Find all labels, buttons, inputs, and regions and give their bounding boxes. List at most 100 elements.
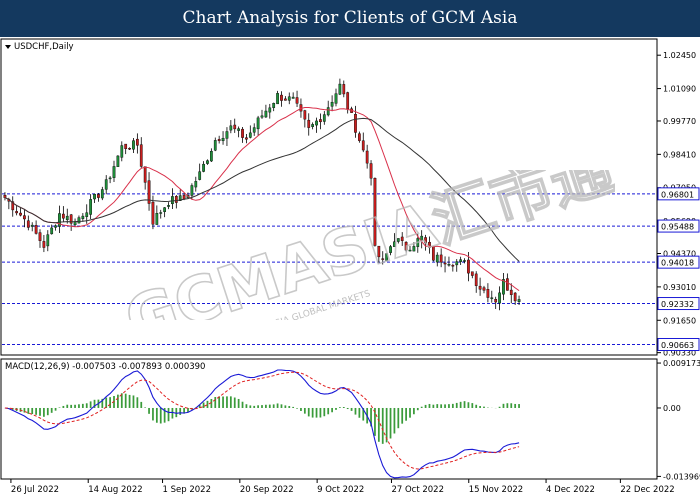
candle-bull	[50, 227, 54, 235]
candle-bull	[190, 185, 194, 196]
price-tick-label: 0.98410	[663, 150, 696, 159]
price-tick-label: 0.90330	[663, 349, 696, 358]
candle-bear	[404, 241, 408, 251]
candle-bull	[171, 196, 174, 205]
level-price-box	[657, 219, 700, 233]
candle-bear	[470, 271, 474, 276]
candle-bull	[58, 213, 61, 227]
candle-bull	[112, 166, 116, 178]
candle-bear	[280, 94, 283, 101]
x-tick-label: 14 Aug 2022	[88, 485, 142, 495]
candle-bear	[11, 201, 15, 211]
candle-bear	[486, 289, 490, 298]
level-price-label: 0.94018	[661, 259, 694, 268]
x-tick-label: 27 Oct 2022	[391, 485, 444, 495]
candle-bull	[132, 140, 135, 150]
level-price-box	[657, 297, 700, 311]
candle-bull	[326, 107, 330, 116]
candle-bear	[365, 150, 369, 164]
candle-bull	[163, 207, 167, 212]
level-price-label: 0.90663	[661, 341, 694, 350]
price-chart[interactable]: 1.024501.010900.997700.984100.970500.956…	[0, 37, 700, 500]
candle-bear	[381, 258, 385, 260]
candle-bear	[147, 180, 151, 204]
candle-bear	[494, 299, 498, 303]
macd-tick-label: 0.009173	[663, 359, 700, 368]
candle-bear	[342, 84, 346, 95]
candle-bear	[3, 194, 7, 198]
candle-bull	[311, 124, 315, 127]
chart-title: Chart Analysis for Clients of GCM Asia	[182, 8, 518, 28]
candle-bear	[369, 163, 373, 179]
price-tick-label: 0.91650	[663, 316, 696, 325]
x-tick-label: 15 Nov 2022	[469, 485, 523, 495]
candle-bull	[416, 238, 420, 247]
candle-bull	[260, 115, 264, 118]
macd-line	[4, 369, 520, 479]
candle-bull	[65, 215, 69, 221]
candle-bull	[237, 128, 241, 131]
candle-bull	[100, 189, 104, 199]
slow-moving-average-line	[4, 117, 520, 262]
candle-bull	[30, 224, 34, 227]
candle-bear	[128, 147, 131, 150]
candle-bull	[502, 279, 505, 295]
candle-bull	[272, 102, 276, 108]
candle-bull	[93, 193, 96, 200]
candle-bull	[120, 145, 124, 158]
candle-bull	[229, 125, 233, 131]
candle-bear	[151, 201, 155, 225]
candle-bear	[354, 114, 357, 133]
candle-bull	[89, 199, 92, 215]
candle-bull	[334, 93, 338, 104]
candle-bull	[315, 120, 318, 126]
candle-bull	[268, 107, 272, 113]
price-tick-label: 1.02450	[663, 51, 696, 60]
x-tick-label: 22 Dec 2022	[620, 485, 674, 495]
candle-bear	[439, 254, 443, 263]
price-tick-label: 0.93010	[663, 283, 696, 292]
candle-bear	[241, 128, 244, 138]
candle-bull	[167, 205, 170, 207]
candle-bull	[517, 299, 521, 302]
candle-bull	[46, 234, 50, 247]
candle-bull	[408, 249, 412, 252]
price-tick-label: 0.94370	[663, 250, 696, 259]
candle-bear	[506, 278, 509, 291]
candle-bull	[159, 212, 163, 214]
candle-bear	[373, 178, 377, 246]
level-price-label: 0.96801	[661, 190, 694, 199]
candle-bear	[424, 237, 427, 244]
fast-moving-average-line	[4, 107, 520, 292]
candle-bear	[233, 124, 237, 130]
level-price-box	[657, 255, 700, 269]
symbol-label: USDCHF,Daily	[14, 42, 74, 52]
candle-bull	[447, 264, 451, 266]
candle-bull	[420, 235, 424, 241]
x-tick-label: 1 Sep 2022	[163, 485, 211, 495]
candle-bull	[194, 181, 198, 188]
candle-bull	[385, 253, 389, 261]
candle-bull	[213, 140, 217, 151]
candle-bear	[174, 196, 178, 203]
candle-bear	[513, 292, 517, 302]
candle-bull	[393, 241, 396, 247]
candle-bull	[209, 150, 213, 162]
candle-bear	[295, 97, 299, 104]
x-tick-label: 20 Sep 2022	[240, 485, 294, 495]
candle-bear	[467, 259, 470, 274]
candle-bear	[358, 133, 361, 141]
candle-bull	[412, 246, 416, 252]
candle-bear	[143, 166, 147, 183]
candle-bear	[303, 110, 307, 120]
candle-bull	[198, 171, 202, 180]
candle-bull	[225, 131, 229, 139]
candle-bull	[77, 217, 81, 224]
candle-bull	[206, 160, 209, 164]
candle-bear	[451, 265, 455, 267]
candle-bull	[85, 212, 89, 217]
candle-bear	[400, 236, 404, 241]
candle-bull	[221, 137, 225, 142]
candle-bear	[307, 119, 311, 128]
candle-bear	[361, 140, 365, 151]
